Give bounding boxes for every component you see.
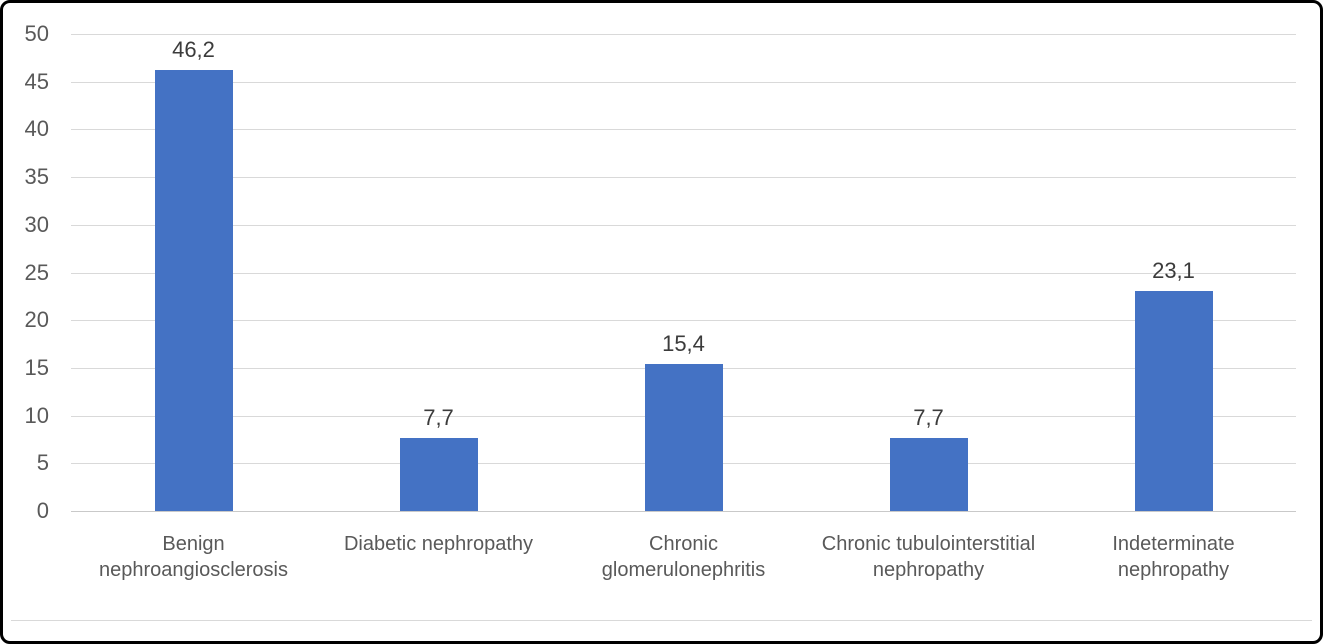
- bar-data-label: 23,1: [1152, 257, 1195, 283]
- y-axis-tick-label: 10: [24, 402, 49, 428]
- bar: [1134, 290, 1213, 511]
- y-axis-tick-label: 0: [36, 498, 49, 523]
- bar: [399, 437, 478, 511]
- bar-data-label: 7,7: [423, 404, 454, 430]
- x-axis-category-label: Benign nephroangiosclerosis: [98, 533, 288, 581]
- gridline: [71, 320, 1296, 322]
- bar-data-label: 15,4: [662, 331, 705, 357]
- x-axis-category-label: Chronic glomerulonephritis: [601, 533, 766, 581]
- gridline: [71, 81, 1296, 83]
- y-axis-tick-label: 40: [24, 116, 49, 142]
- bar: [154, 70, 233, 511]
- bar: [889, 437, 968, 511]
- y-axis-tick-label: 25: [24, 259, 49, 285]
- gridline: [71, 177, 1296, 179]
- plot-area: 0 5 10 15 20 25 30 35 40 45 50 46,2 Benign nephroang…: [3, 3, 1320, 641]
- y-axis-tick-label: 30: [24, 211, 49, 237]
- gridline: [71, 34, 1296, 35]
- gridline: [71, 129, 1296, 131]
- x-axis-line: [71, 511, 1296, 512]
- bar-data-label: 46,2: [172, 37, 215, 63]
- bar: [644, 364, 723, 511]
- y-axis-tick-label: 5: [36, 450, 49, 476]
- bar-data-label: 7,7: [913, 404, 944, 430]
- gridline: [71, 224, 1296, 226]
- y-axis-tick-label: 45: [24, 68, 49, 94]
- y-axis-tick-label: 20: [24, 307, 49, 333]
- chart-area-border: [11, 620, 1312, 621]
- x-axis-category-label: Diabetic nephropathy: [343, 533, 533, 555]
- gridline: [71, 272, 1296, 274]
- x-axis-category-label: Chronic tubulointerstitial nephropathy: [821, 533, 1036, 581]
- y-axis-tick-label: 35: [24, 164, 49, 190]
- y-axis-tick-label: 15: [24, 354, 49, 380]
- y-axis-tick-label: 50: [24, 21, 49, 46]
- x-axis-category-label: Indeterminate nephropathy: [1112, 533, 1235, 581]
